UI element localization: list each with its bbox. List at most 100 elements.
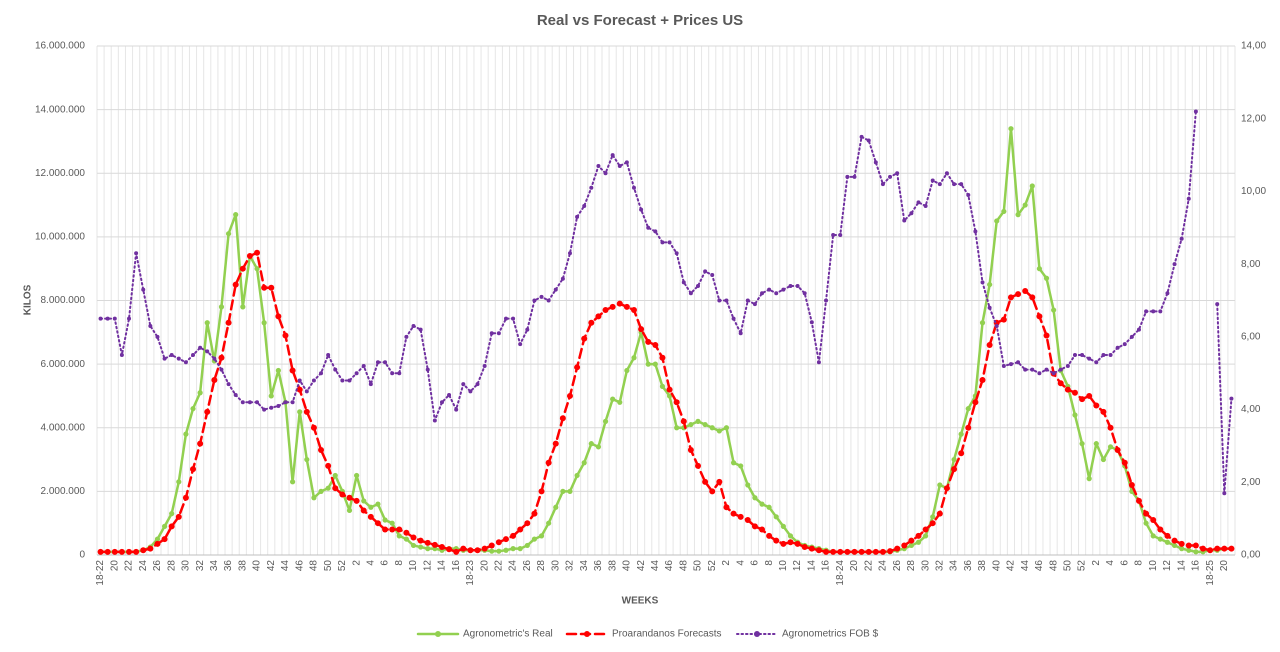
data-point	[787, 539, 794, 546]
x-tick-label: 14	[437, 560, 448, 572]
data-point	[218, 304, 225, 310]
x-tick-label: 32	[565, 560, 576, 572]
data-point	[760, 291, 765, 296]
data-point	[1144, 309, 1149, 314]
data-point	[596, 163, 601, 168]
data-point	[602, 418, 609, 424]
data-point	[1171, 542, 1178, 549]
data-point	[496, 331, 501, 336]
data-point	[297, 378, 302, 383]
data-point	[311, 378, 316, 383]
data-point	[723, 504, 730, 511]
data-point	[567, 488, 573, 494]
data-point	[1093, 402, 1100, 409]
x-tick-label: 2	[351, 560, 362, 566]
data-point	[795, 283, 800, 288]
data-point	[496, 548, 502, 554]
data-point	[347, 378, 352, 383]
x-tick-label: 52	[707, 560, 718, 572]
data-point	[1207, 547, 1214, 554]
data-point	[986, 342, 993, 349]
data-point	[687, 447, 694, 454]
x-tick-label: 44	[280, 560, 291, 572]
data-point	[190, 406, 196, 412]
data-point	[198, 345, 203, 350]
data-point	[972, 399, 979, 406]
data-point	[232, 281, 239, 288]
data-point	[326, 353, 331, 358]
data-point	[844, 548, 851, 555]
data-point	[923, 203, 928, 208]
data-point	[390, 371, 395, 376]
data-point	[205, 349, 210, 354]
data-point	[538, 488, 545, 495]
data-point	[603, 171, 608, 176]
data-point	[1036, 313, 1043, 320]
y-tick-label: 2.000.000	[41, 486, 86, 497]
data-point	[475, 382, 480, 387]
x-tick-label: 4	[1105, 560, 1116, 566]
data-point	[191, 353, 196, 358]
data-point	[254, 249, 261, 256]
data-point	[1150, 533, 1156, 539]
data-point	[382, 526, 389, 533]
y2-tick-label: 6,00	[1241, 331, 1261, 342]
data-point	[567, 251, 572, 256]
data-point	[218, 354, 225, 361]
data-point	[937, 182, 942, 187]
x-tick-label: 32	[934, 560, 945, 572]
data-point	[204, 320, 210, 326]
data-point	[680, 418, 687, 425]
x-tick-label: 12	[1162, 560, 1173, 572]
data-point	[944, 171, 949, 176]
grid	[96, 45, 1236, 556]
y2-tick-label: 12,00	[1241, 113, 1266, 124]
data-point	[766, 504, 772, 510]
x-tick-label: 40	[622, 560, 633, 572]
data-point	[731, 316, 736, 321]
data-point	[1165, 291, 1170, 296]
data-point	[532, 298, 537, 303]
data-point	[852, 174, 857, 179]
data-point	[503, 547, 509, 553]
y-tick-label: 10.000.000	[35, 232, 85, 243]
data-point	[894, 545, 901, 552]
x-tick-label: 24	[508, 560, 519, 572]
x-tick-label: 40	[991, 560, 1002, 572]
data-point	[552, 440, 559, 447]
data-point	[1008, 362, 1013, 367]
data-point	[246, 252, 253, 259]
data-point	[126, 548, 133, 555]
data-point	[432, 418, 437, 423]
data-point	[616, 300, 623, 307]
data-point	[141, 287, 146, 292]
x-tick-label: 26	[152, 560, 163, 572]
x-tick-label: 10	[1148, 560, 1159, 572]
data-point	[417, 537, 424, 544]
x-tick-label: 30	[920, 560, 931, 572]
data-point	[154, 540, 161, 547]
data-point	[838, 233, 843, 238]
data-point	[1192, 542, 1199, 549]
data-point	[1043, 332, 1050, 339]
chart-title: Real vs Forecast + Prices US	[537, 12, 743, 29]
data-point	[801, 544, 808, 551]
data-point	[411, 323, 416, 328]
data-point	[859, 134, 864, 139]
data-point	[1015, 212, 1021, 218]
x-tick-label: 42	[636, 560, 647, 572]
data-point	[489, 548, 495, 554]
data-point	[553, 287, 558, 292]
data-point	[1015, 291, 1022, 298]
data-point	[666, 386, 673, 393]
data-point	[1164, 532, 1171, 539]
data-point	[290, 400, 295, 405]
data-point	[808, 545, 815, 552]
data-point	[546, 520, 552, 526]
data-point	[346, 494, 353, 501]
data-point	[1114, 447, 1121, 454]
data-point	[574, 472, 580, 479]
data-point	[1107, 444, 1114, 450]
plot-area	[97, 109, 1235, 555]
data-point	[410, 534, 417, 541]
